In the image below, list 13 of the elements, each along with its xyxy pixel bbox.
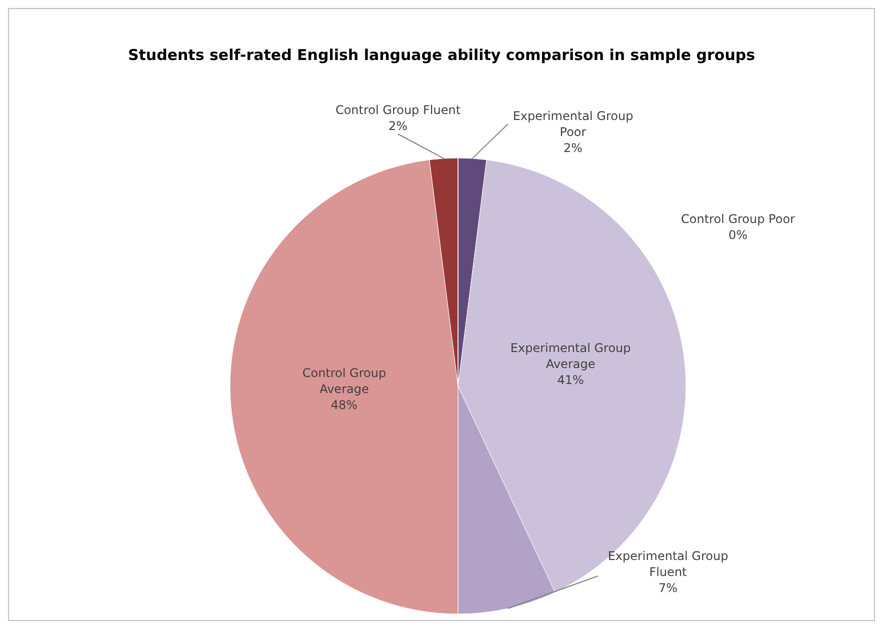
slice-label: Experimental Group Average [510, 341, 631, 372]
slice-label: Experimental Group Fluent [608, 549, 728, 579]
data-label: 2% [388, 119, 408, 133]
chart-title: Students self-rated English language ability comparison in sample groups [128, 46, 756, 64]
slice-label: Control Group Average [302, 366, 386, 396]
slice-label: Control Group Fluent [335, 103, 461, 117]
data-label: 48% [330, 398, 358, 412]
slice-label: Experimental Group Poor [512, 109, 634, 139]
data-label: 2% [563, 141, 583, 155]
data-label: 7% [658, 581, 678, 595]
text: 0% [728, 228, 748, 242]
category-label: Control Group Poor [681, 212, 795, 226]
data-label: 41% [557, 373, 584, 388]
